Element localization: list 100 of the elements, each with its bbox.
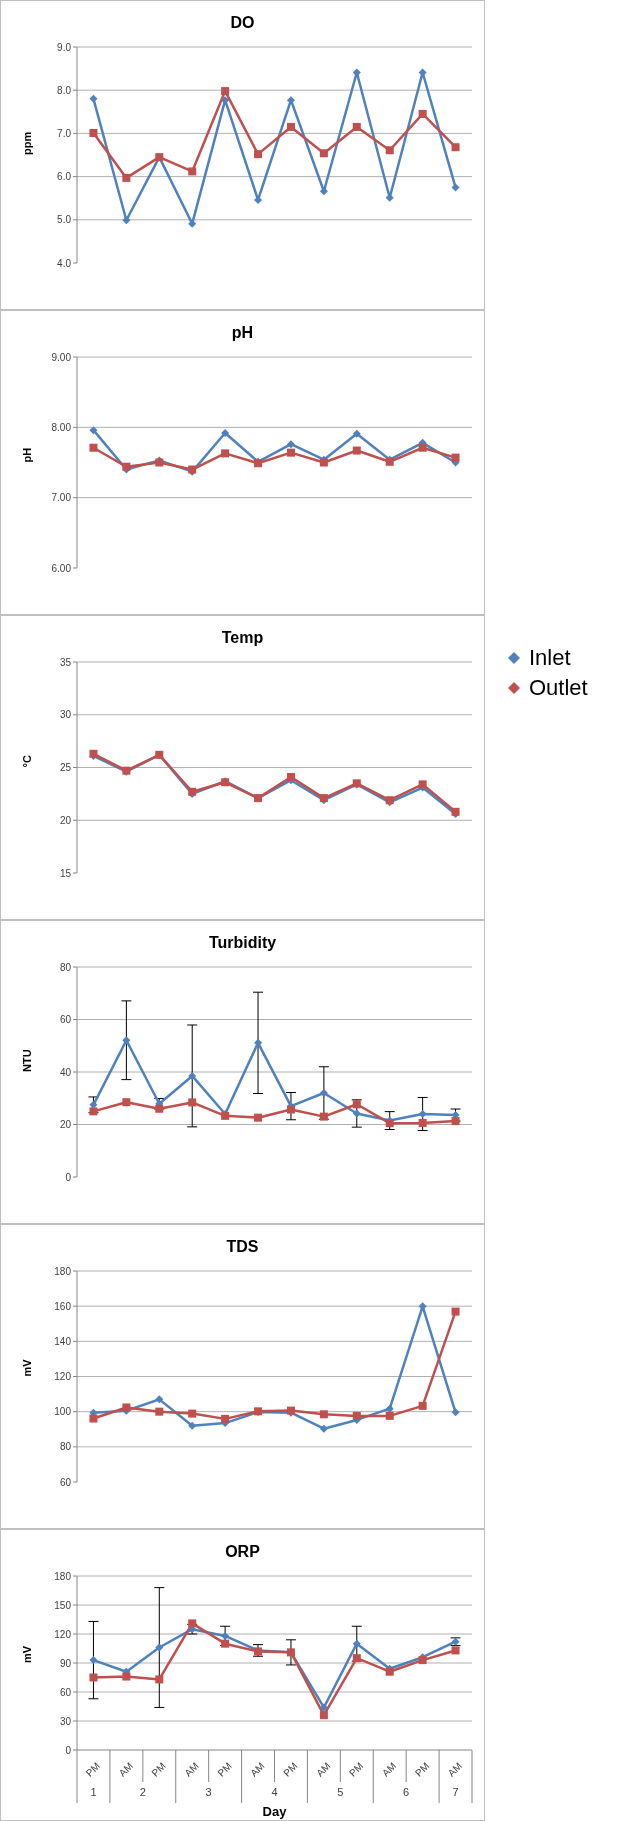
x-tick-label: PM — [346, 1760, 366, 1779]
point — [286, 122, 295, 131]
point — [352, 1109, 361, 1118]
point — [89, 1414, 98, 1423]
point — [89, 94, 98, 103]
point — [352, 1411, 361, 1420]
point — [451, 1307, 460, 1316]
point — [155, 1104, 164, 1113]
x-tick-label: AM — [182, 1760, 201, 1779]
point — [451, 143, 460, 152]
point — [319, 1112, 328, 1121]
point — [89, 1656, 98, 1665]
y-tick-label: 80 — [59, 1441, 72, 1453]
point — [418, 1110, 427, 1118]
y-tick-label: 7.00 — [51, 492, 72, 504]
y-tick-label: 150 — [54, 1599, 72, 1611]
y-tick-label: 6.00 — [51, 562, 72, 574]
point — [89, 443, 98, 452]
x-tick-label: PM — [83, 1760, 103, 1779]
x-tick-label: AM — [445, 1760, 465, 1779]
y-tick-label: 0 — [65, 1744, 72, 1756]
point — [188, 1098, 197, 1107]
point — [451, 1408, 460, 1417]
point — [155, 1643, 164, 1652]
legend-label: Inlet — [529, 645, 571, 671]
chart-title: Turbidity — [207, 934, 278, 952]
y-tick-label: 6.0 — [57, 171, 72, 183]
text: 7 — [452, 1786, 459, 1798]
x-tick-label: PM — [281, 1760, 300, 1779]
point — [188, 1409, 197, 1418]
x-tick-label: AM — [379, 1760, 399, 1779]
point — [89, 1107, 98, 1116]
point — [188, 1619, 197, 1628]
point — [221, 428, 230, 437]
y-tick-label: 9.0 — [57, 41, 72, 53]
point — [319, 1703, 328, 1712]
y-axis-title: mV — [20, 1358, 33, 1377]
y-tick-label: 180 — [54, 1570, 72, 1582]
text: 6 — [403, 1786, 410, 1798]
y-tick-label: 30 — [59, 1715, 72, 1727]
point — [221, 87, 230, 96]
y-tick-label: 8.0 — [57, 84, 72, 96]
point — [122, 1672, 131, 1681]
x-tick-label: AM — [314, 1760, 333, 1779]
point — [385, 1404, 394, 1413]
y-tick-label: 0 — [65, 1171, 72, 1183]
point — [254, 150, 263, 159]
point — [188, 167, 197, 176]
point — [221, 449, 230, 458]
y-tick-label: 80 — [59, 961, 72, 973]
y-tick-label: 30 — [59, 709, 72, 721]
point — [122, 173, 131, 182]
y-tick-label: 140 — [54, 1335, 72, 1347]
point — [155, 1407, 164, 1416]
text: 2 — [139, 1786, 146, 1798]
y-axis-title: pH — [20, 447, 33, 463]
y-tick-label: 40 — [59, 1066, 72, 1078]
y-tick-label: 120 — [54, 1628, 72, 1640]
point — [254, 1038, 263, 1047]
y-axis-title: mV — [20, 1645, 33, 1663]
y-tick-label: 180 — [54, 1265, 72, 1277]
x-tick-label: AM — [248, 1760, 267, 1779]
y-axis-title: ppm — [20, 131, 33, 155]
y-tick-label: 20 — [59, 814, 72, 826]
text: 3 — [205, 1786, 212, 1798]
point — [352, 446, 361, 455]
point — [385, 1411, 394, 1420]
point — [286, 440, 295, 449]
point — [418, 443, 427, 452]
point — [319, 1711, 328, 1720]
y-tick-label: 9.00 — [51, 351, 72, 363]
point — [352, 1100, 361, 1109]
point — [122, 1098, 131, 1107]
point — [89, 1673, 98, 1682]
text: 5 — [337, 1786, 344, 1798]
point — [89, 426, 98, 435]
point — [451, 453, 460, 462]
point — [122, 1036, 131, 1045]
x-axis-title: Day — [262, 1804, 288, 1819]
point — [188, 1071, 197, 1080]
point — [418, 1118, 427, 1127]
point — [221, 1414, 230, 1423]
point — [286, 448, 295, 457]
point — [319, 1089, 328, 1097]
chart-title: DO — [229, 14, 256, 32]
point — [352, 1639, 361, 1648]
chart-title: ORP — [224, 1543, 261, 1561]
x-tick-label: PM — [215, 1760, 234, 1779]
point — [254, 1113, 263, 1122]
point — [418, 109, 427, 118]
chart-title: pH — [230, 324, 255, 342]
y-tick-label: 15 — [59, 867, 72, 879]
point — [221, 1639, 230, 1648]
x-tick-label: PM — [412, 1760, 432, 1779]
y-tick-label: 160 — [54, 1300, 72, 1312]
point — [451, 1646, 460, 1655]
y-tick-label: 20 — [59, 1119, 72, 1131]
chart-title: TDS — [225, 1238, 260, 1256]
y-tick-label: 60 — [59, 1476, 72, 1488]
y-tick-label: 5.0 — [57, 214, 72, 226]
